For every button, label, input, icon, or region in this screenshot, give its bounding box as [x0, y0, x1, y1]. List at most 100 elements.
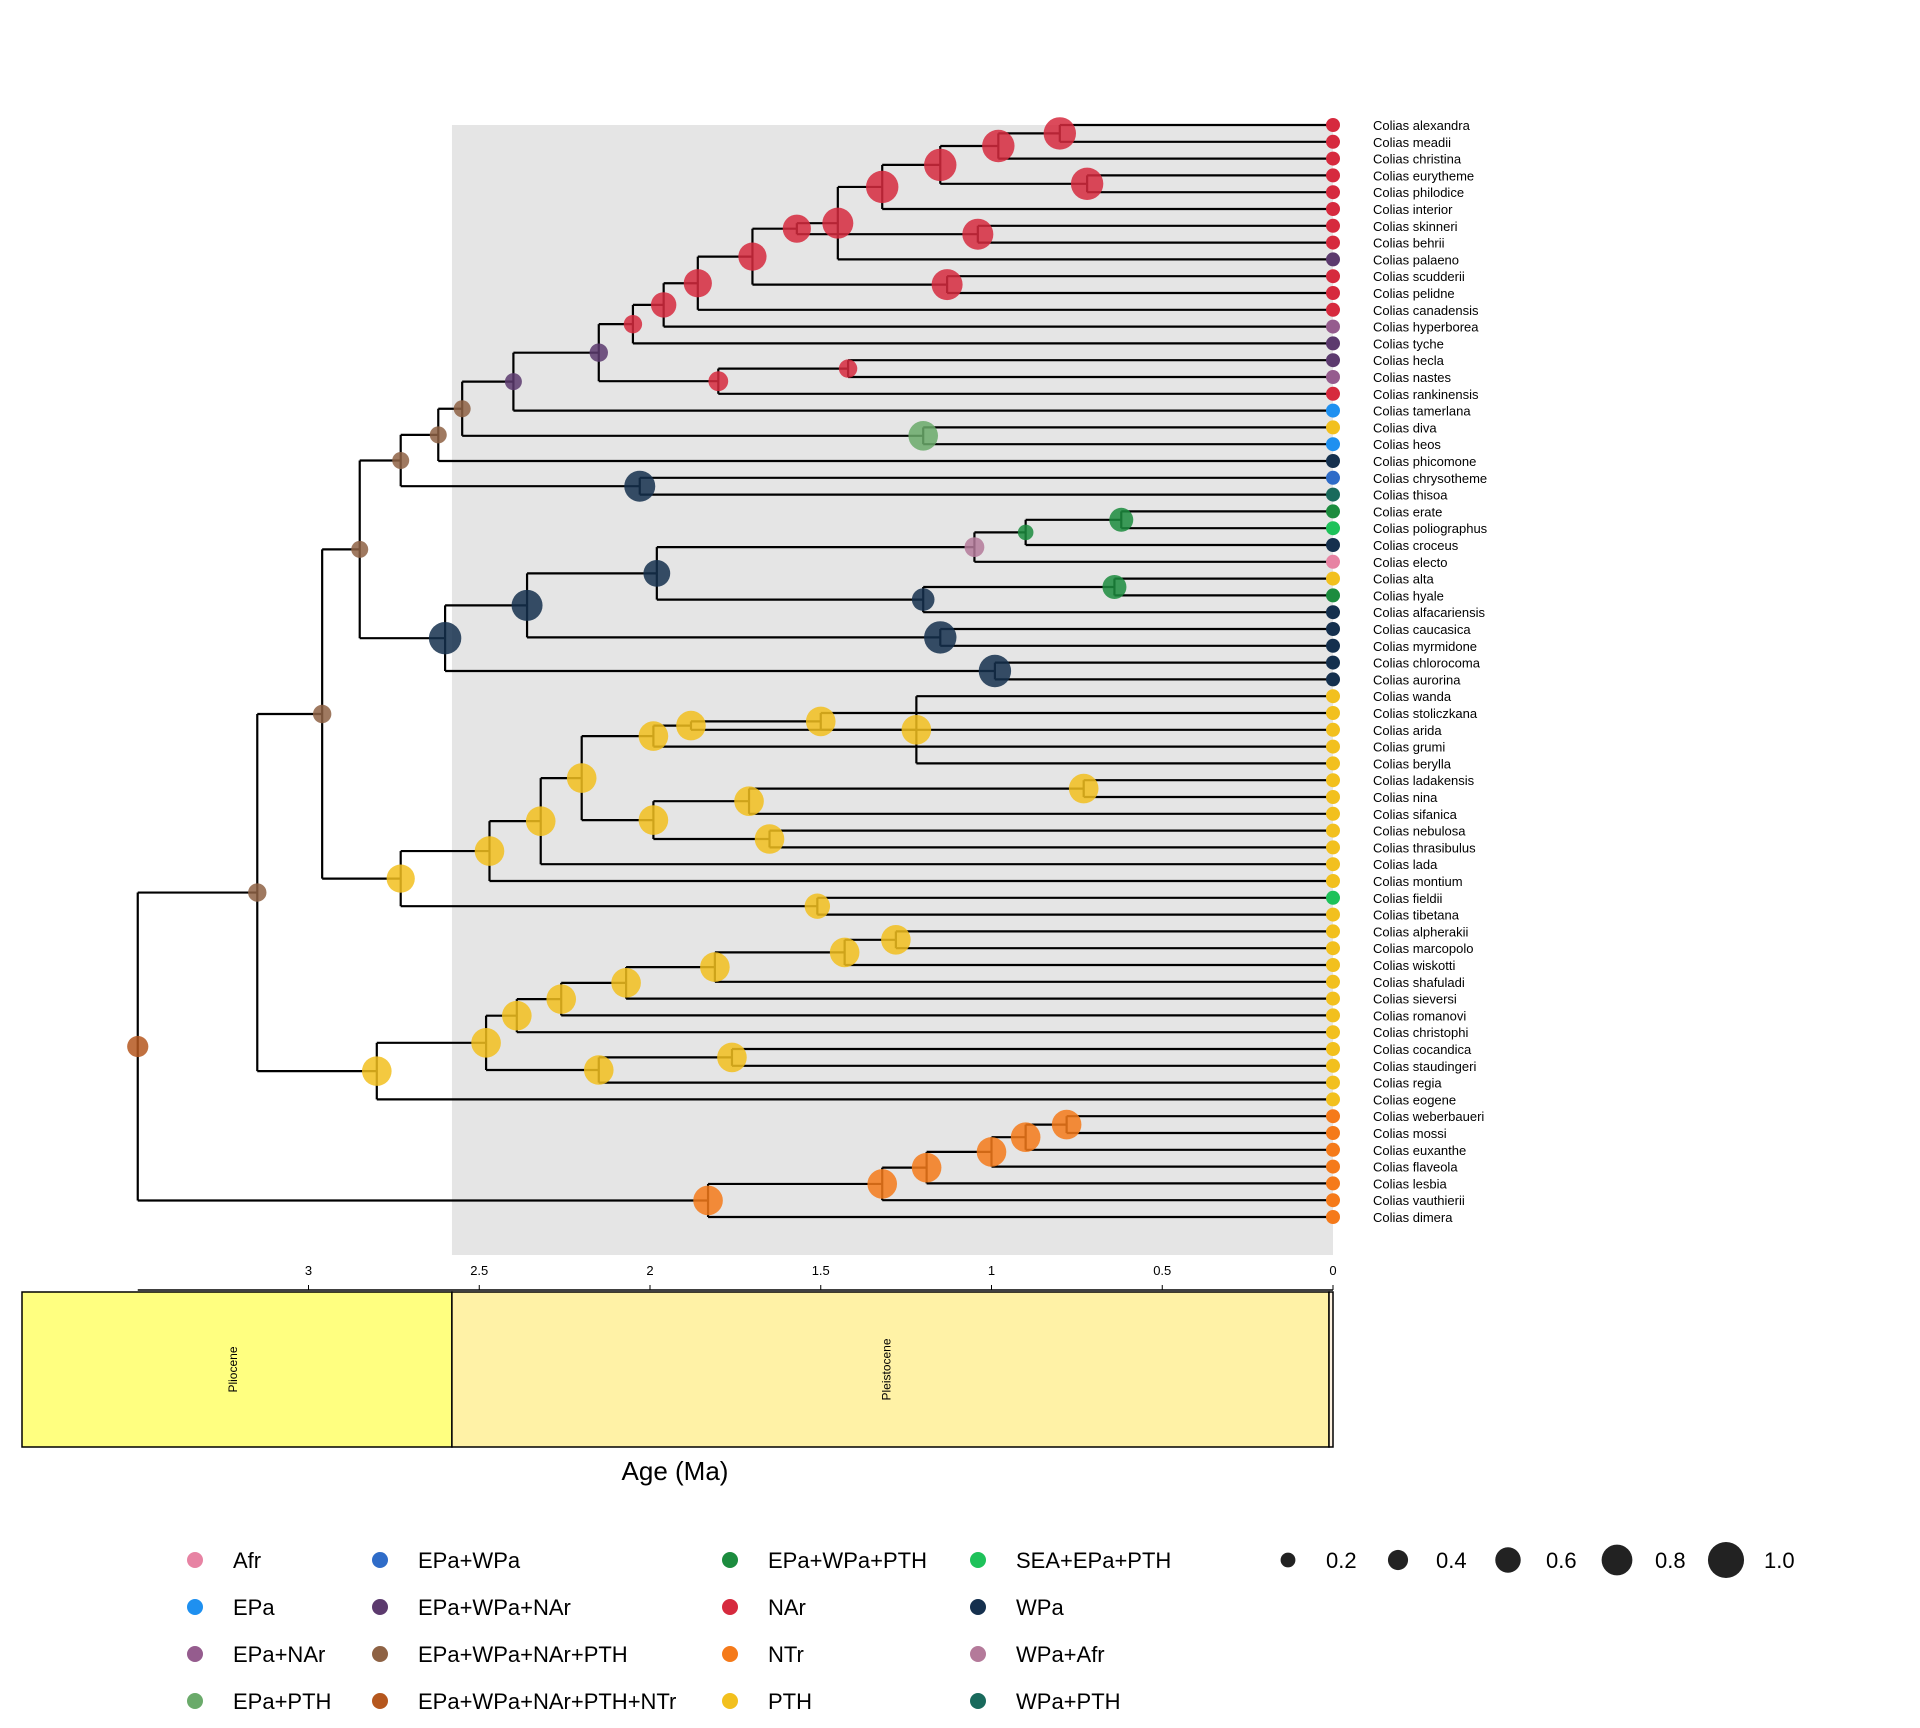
tip-state-marker: [1326, 454, 1340, 468]
tip-label: Colias eurytheme: [1373, 168, 1474, 183]
tip-state-marker: [1326, 739, 1340, 754]
tip-label: Colias marcopolo: [1373, 941, 1473, 956]
tip-label: Colias thrasibulus: [1373, 840, 1476, 855]
node-state-marker: [566, 763, 597, 793]
tip-label: Colias christina: [1373, 152, 1462, 167]
node-state-marker: [908, 421, 938, 451]
tip-label: Colias wiskotti: [1373, 958, 1455, 973]
tip-label: Colias flaveola: [1373, 1160, 1458, 1175]
node-state-marker: [782, 214, 811, 243]
node-state-marker: [474, 836, 505, 866]
tip-label: Colias tamerlana: [1373, 404, 1471, 419]
tip-label: Colias alta: [1373, 572, 1434, 587]
tip-label: Colias thisoa: [1373, 488, 1448, 503]
tip-labels: Colias alexandra Colias meadii Colias chri…: [1373, 118, 1488, 1225]
node-state-marker: [911, 588, 935, 611]
tip-label: Colias alexandra: [1373, 118, 1471, 133]
pleistocene-shading: [451, 125, 1333, 1255]
node-state-marker: [754, 824, 785, 854]
axis-tick-label: 1.5: [812, 1263, 830, 1278]
node-pies: [127, 117, 1134, 1216]
legend-label: NTr: [768, 1642, 804, 1667]
node-state-marker: [248, 883, 267, 902]
tip-state-marker: [1326, 722, 1340, 737]
tip-label: Colias nebulosa: [1373, 824, 1466, 839]
node-state-marker: [589, 343, 608, 362]
node-state-marker: [683, 269, 712, 298]
node-state-marker: [978, 654, 1012, 688]
tip-label: Colias lada: [1373, 857, 1438, 872]
tip-label: Colias caucasica: [1373, 622, 1471, 637]
epoch-box: [451, 1291, 1330, 1448]
legend-label: EPa+PTH: [233, 1689, 331, 1714]
legend-swatch: [722, 1599, 738, 1615]
legend-size-label: 0.8: [1655, 1548, 1686, 1573]
node-state-marker: [1051, 1109, 1082, 1140]
node-state-marker: [471, 1028, 501, 1058]
legend-swatch: [187, 1693, 203, 1709]
legend-label: SEA+EPa+PTH: [1016, 1548, 1171, 1573]
tip-label: Colias meadii: [1373, 135, 1451, 150]
tip-state-marker: [1326, 319, 1340, 334]
tip-state-marker: [1326, 1008, 1340, 1023]
node-state-marker: [624, 470, 656, 502]
tip-state-marker: [1326, 504, 1340, 519]
legend-label: EPa: [233, 1595, 275, 1620]
legend-swatch: [372, 1693, 388, 1709]
tip-label: Colias poliographus: [1373, 521, 1488, 536]
legend-size-label: 0.6: [1546, 1548, 1577, 1573]
tip-label: Colias alpherakii: [1373, 924, 1468, 939]
tip-label: Colias heos: [1373, 437, 1441, 452]
tip-label: Colias alfacariensis: [1373, 605, 1485, 620]
tip-label: Colias myrmidone: [1373, 639, 1477, 654]
legend-swatch: [187, 1599, 203, 1615]
tip-label: Colias diva: [1373, 420, 1437, 435]
node-state-marker: [829, 937, 860, 968]
node-state-marker: [881, 925, 911, 955]
tip-label: Colias weberbaueri: [1373, 1109, 1484, 1124]
tip-label: Colias sifanica: [1373, 807, 1458, 822]
tip-state-marker: [1326, 168, 1340, 183]
tip-label: Colias stoliczkana: [1373, 706, 1478, 721]
tip-state-marker: [1326, 907, 1340, 922]
legend-swatch: [722, 1693, 738, 1709]
node-state-marker: [1109, 507, 1134, 532]
epoch-band: Pliocene Pleistocene: [21, 1291, 1334, 1448]
legend-swatch: [722, 1646, 738, 1662]
legend-label: WPa+Afr: [1016, 1642, 1105, 1667]
node-state-marker: [511, 589, 543, 621]
tip-state-marker: [1326, 857, 1340, 872]
tip-label: Colias wanda: [1373, 689, 1452, 704]
legend-label: EPa+WPa+PTH: [768, 1548, 927, 1573]
tip-state-marker: [1326, 1058, 1340, 1073]
epoch-label: Pleistocene: [879, 1338, 893, 1400]
tip-state-marker: [1326, 1210, 1340, 1224]
tip-state-marker: [1326, 403, 1340, 418]
tip-label: Colias tibetana: [1373, 908, 1460, 923]
node-state-marker: [1043, 117, 1077, 150]
legend-swatch: [970, 1646, 986, 1662]
legend-swatch: [372, 1552, 388, 1568]
node-state-marker: [976, 1137, 1007, 1167]
tip-label: Colias mossi: [1373, 1126, 1447, 1141]
node-state-marker: [838, 359, 858, 378]
tip-state-marker: [1326, 991, 1340, 1006]
tip-state-marker: [1326, 571, 1340, 586]
node-state-marker: [429, 426, 447, 444]
epoch-box: [1328, 1291, 1334, 1448]
tip-state-marker: [1326, 806, 1340, 821]
tip-state-marker: [1326, 638, 1340, 653]
tip-state-marker: [1326, 353, 1340, 368]
tip-label: Colias behrii: [1373, 236, 1445, 251]
legend-label: EPa+WPa+NAr+PTH: [418, 1642, 628, 1667]
tip-label: Colias hyperborea: [1373, 320, 1479, 335]
node-state-marker: [504, 373, 522, 391]
node-state-marker: [982, 129, 1015, 163]
tip-state-marker: [1326, 622, 1340, 636]
axis-tick-label: 3: [305, 1263, 312, 1278]
node-state-marker: [738, 242, 767, 271]
tip-label: Colias tyche: [1373, 336, 1444, 351]
tip-state-marker: [1326, 1159, 1340, 1174]
tip-label: Colias sieversi: [1373, 992, 1457, 1007]
